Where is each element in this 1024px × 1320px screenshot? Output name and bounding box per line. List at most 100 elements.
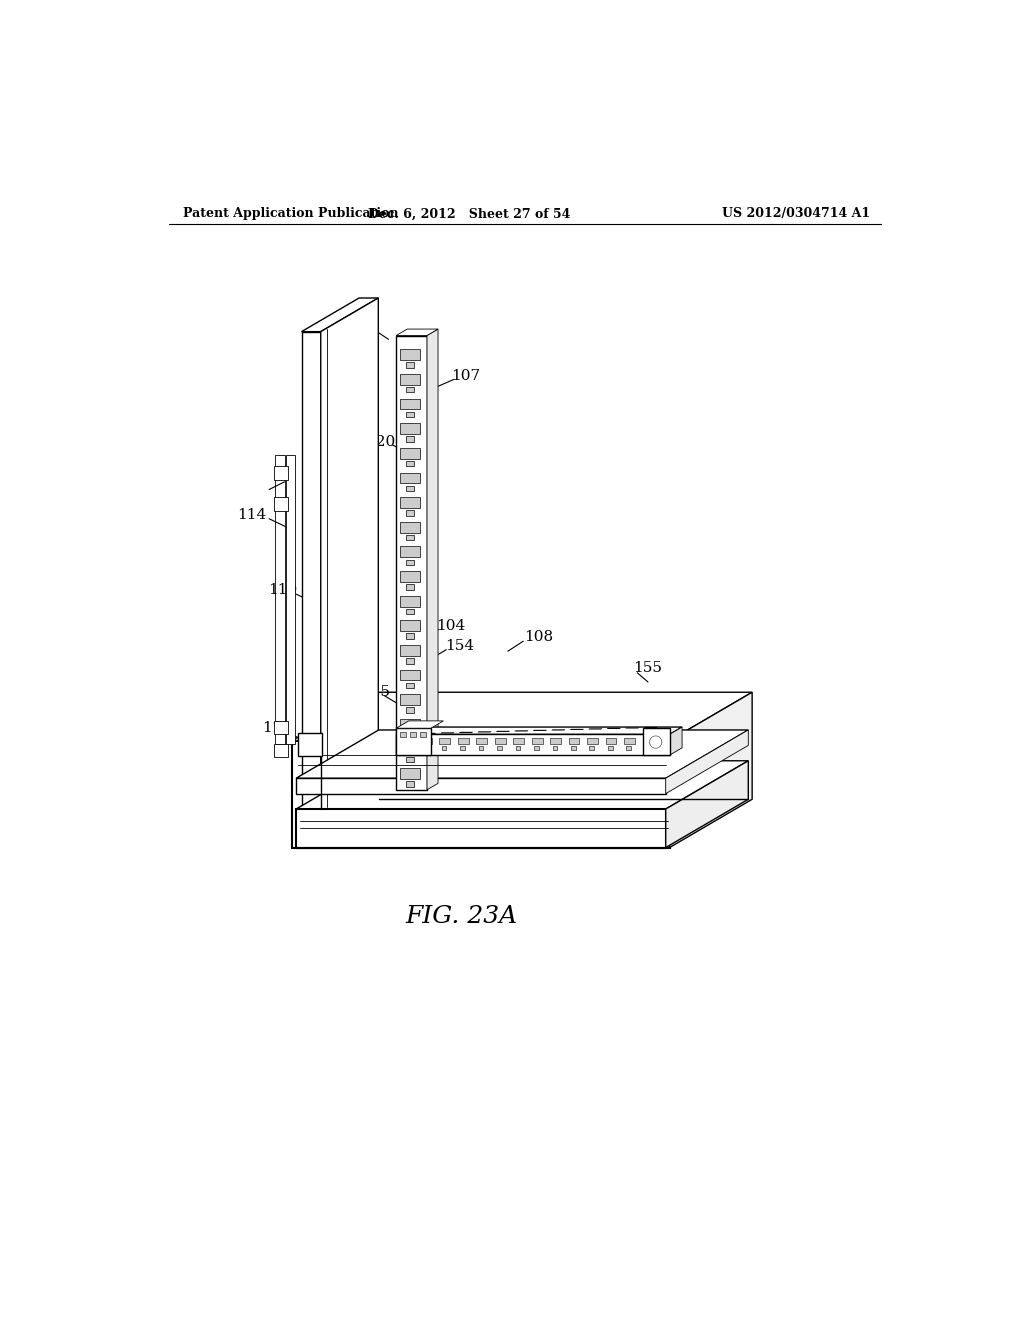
Polygon shape xyxy=(460,746,465,750)
Polygon shape xyxy=(670,692,753,847)
Polygon shape xyxy=(396,335,427,789)
Polygon shape xyxy=(407,560,414,565)
Polygon shape xyxy=(400,546,420,557)
Polygon shape xyxy=(400,694,420,705)
Polygon shape xyxy=(400,521,420,533)
Polygon shape xyxy=(275,455,285,743)
Polygon shape xyxy=(670,727,682,755)
Polygon shape xyxy=(292,741,670,847)
Polygon shape xyxy=(301,298,378,331)
Polygon shape xyxy=(400,620,420,631)
Polygon shape xyxy=(407,412,414,417)
Polygon shape xyxy=(407,634,414,639)
Polygon shape xyxy=(407,363,414,368)
Polygon shape xyxy=(407,461,414,466)
Text: 152: 152 xyxy=(626,803,655,816)
Polygon shape xyxy=(400,498,420,508)
Polygon shape xyxy=(441,746,446,750)
Polygon shape xyxy=(531,738,543,744)
Text: 107: 107 xyxy=(451,370,480,383)
Polygon shape xyxy=(590,746,594,750)
Polygon shape xyxy=(420,733,426,738)
Polygon shape xyxy=(296,730,749,779)
Text: 155: 155 xyxy=(634,661,663,675)
Polygon shape xyxy=(400,572,420,582)
Polygon shape xyxy=(407,511,414,516)
Polygon shape xyxy=(427,329,438,789)
Polygon shape xyxy=(535,746,539,750)
Polygon shape xyxy=(296,760,749,809)
Polygon shape xyxy=(296,779,666,793)
Polygon shape xyxy=(645,746,649,750)
Text: 120: 120 xyxy=(367,434,395,449)
Polygon shape xyxy=(476,738,487,744)
Polygon shape xyxy=(407,756,414,762)
Polygon shape xyxy=(396,729,431,755)
Text: 108: 108 xyxy=(524,631,553,644)
Text: 104: 104 xyxy=(436,619,466,632)
Polygon shape xyxy=(407,659,414,664)
Polygon shape xyxy=(407,781,414,787)
Polygon shape xyxy=(407,708,414,713)
Polygon shape xyxy=(643,729,670,755)
Text: 109: 109 xyxy=(322,796,351,810)
Polygon shape xyxy=(273,721,289,734)
Text: FIG. 23A: FIG. 23A xyxy=(406,906,518,928)
Polygon shape xyxy=(400,399,420,409)
Polygon shape xyxy=(407,733,414,738)
Text: 110: 110 xyxy=(267,582,297,597)
Polygon shape xyxy=(407,387,414,392)
Polygon shape xyxy=(396,734,670,755)
Polygon shape xyxy=(396,727,682,734)
Polygon shape xyxy=(400,374,420,385)
Text: 122: 122 xyxy=(382,807,412,821)
Polygon shape xyxy=(407,585,414,590)
Polygon shape xyxy=(439,738,451,744)
Text: 155: 155 xyxy=(360,685,390,700)
Polygon shape xyxy=(407,486,414,491)
Polygon shape xyxy=(407,609,414,614)
Polygon shape xyxy=(400,447,420,459)
Polygon shape xyxy=(407,437,414,442)
Text: 154: 154 xyxy=(445,639,475,653)
Polygon shape xyxy=(400,733,407,738)
Polygon shape xyxy=(407,682,414,688)
Polygon shape xyxy=(273,743,289,758)
Polygon shape xyxy=(423,746,428,750)
Polygon shape xyxy=(321,298,378,809)
Polygon shape xyxy=(404,746,410,750)
Polygon shape xyxy=(400,768,420,779)
Polygon shape xyxy=(571,746,575,750)
Polygon shape xyxy=(400,719,420,730)
Polygon shape xyxy=(410,733,416,738)
Polygon shape xyxy=(400,424,420,434)
Polygon shape xyxy=(495,738,506,744)
Polygon shape xyxy=(402,738,413,744)
Polygon shape xyxy=(421,738,432,744)
Polygon shape xyxy=(396,721,443,729)
Polygon shape xyxy=(627,746,631,750)
Polygon shape xyxy=(497,746,502,750)
Polygon shape xyxy=(568,738,580,744)
Polygon shape xyxy=(400,595,420,607)
Polygon shape xyxy=(513,738,524,744)
Polygon shape xyxy=(400,473,420,483)
Polygon shape xyxy=(286,455,295,743)
Polygon shape xyxy=(587,738,598,744)
Text: 113: 113 xyxy=(262,721,292,735)
Polygon shape xyxy=(666,730,749,793)
Text: 156: 156 xyxy=(349,748,379,762)
Polygon shape xyxy=(478,746,483,750)
Polygon shape xyxy=(400,645,420,656)
Polygon shape xyxy=(515,746,520,750)
Polygon shape xyxy=(273,466,289,480)
Text: Patent Application Publication: Patent Application Publication xyxy=(183,207,398,220)
Polygon shape xyxy=(608,746,612,750)
Polygon shape xyxy=(292,692,753,741)
Polygon shape xyxy=(396,329,438,335)
Polygon shape xyxy=(400,669,420,681)
Polygon shape xyxy=(400,350,420,360)
Polygon shape xyxy=(301,331,321,809)
Polygon shape xyxy=(666,760,749,847)
Polygon shape xyxy=(605,738,616,744)
